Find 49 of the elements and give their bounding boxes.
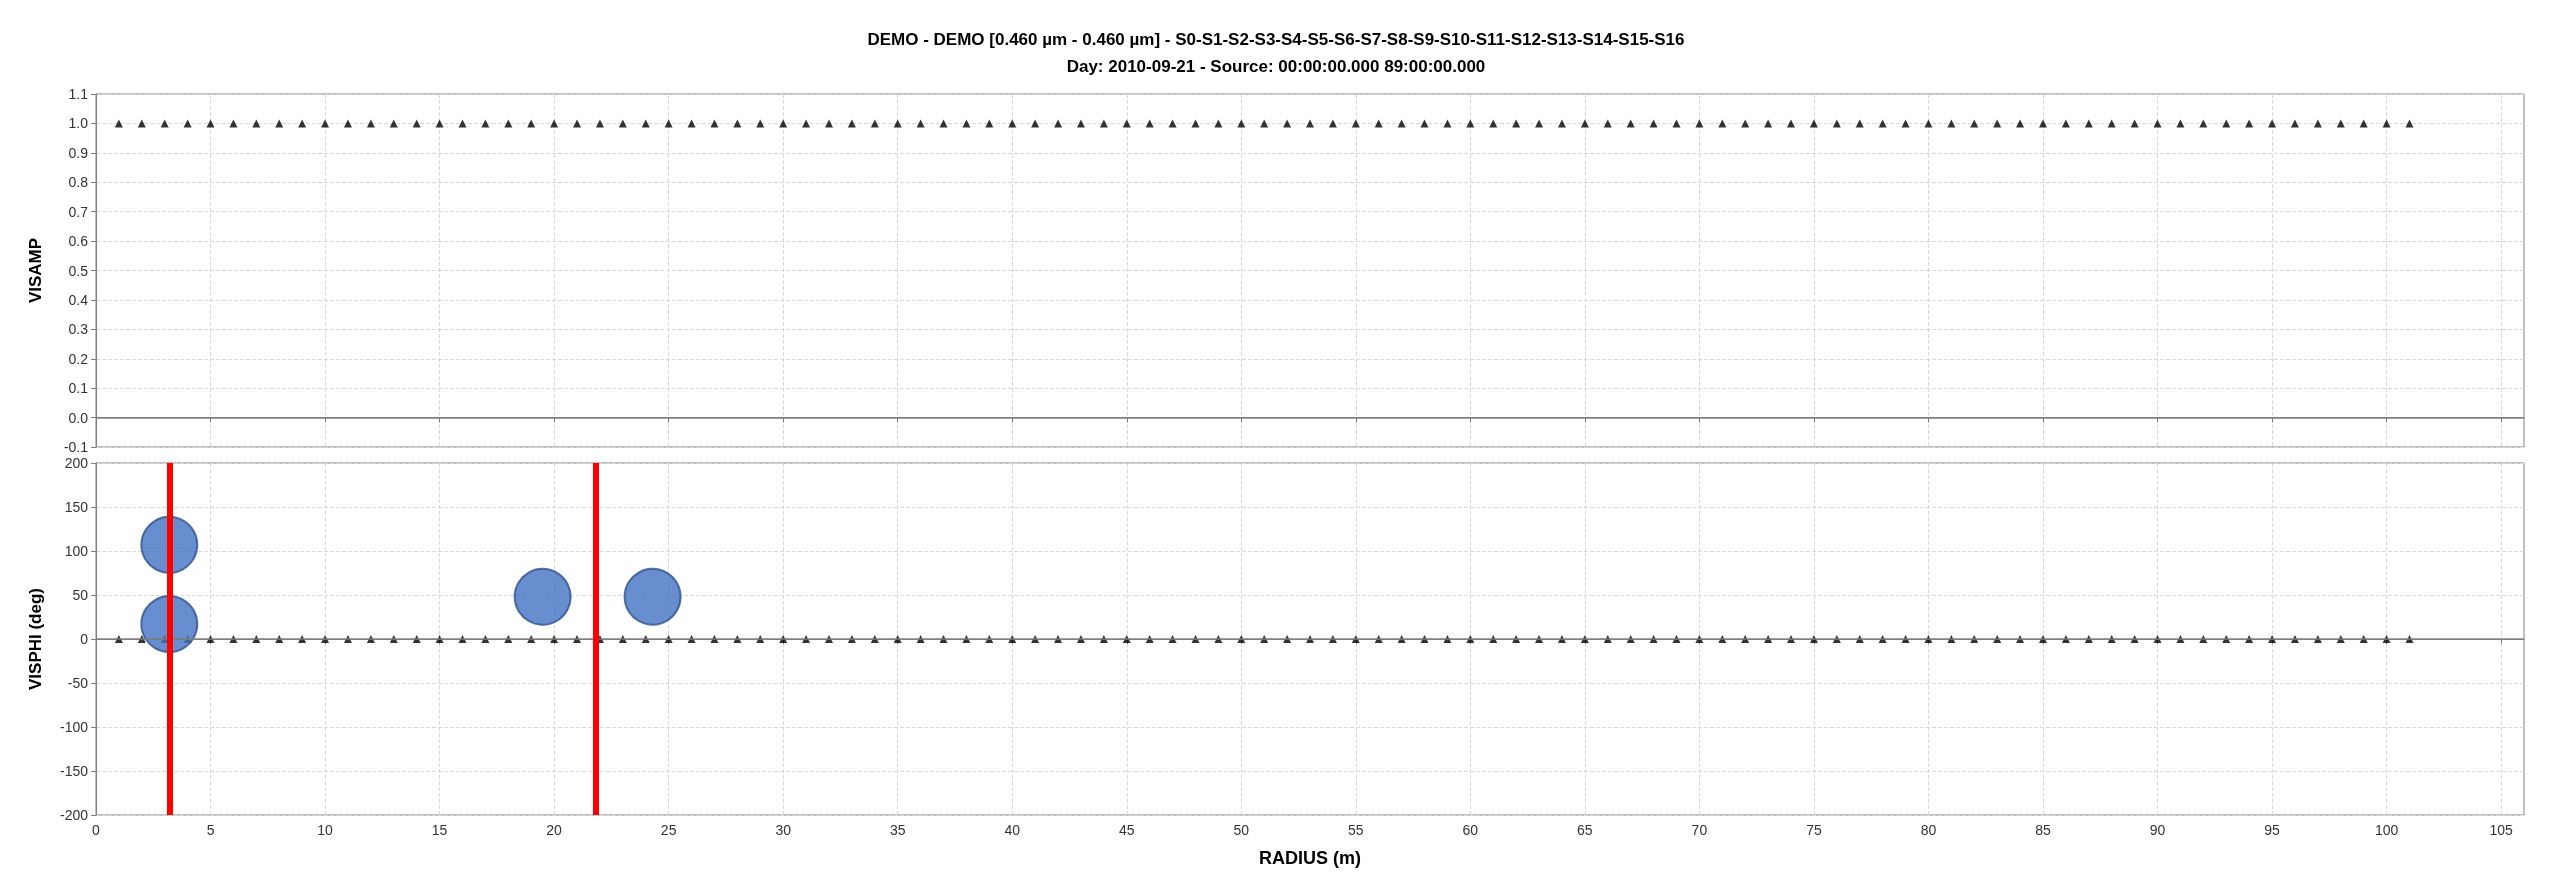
x-tick-label: 40: [1004, 822, 1021, 838]
y-tick-label: 1.1: [68, 86, 89, 102]
y-tick-label: 0.3: [68, 321, 89, 338]
x-tick-label: 50: [1233, 822, 1250, 838]
y-tick-label: 0.7: [68, 203, 89, 220]
chart-subtitle: Day: 2010-09-21 - Source: 00:00:00.000 89:00:00.000: [1066, 57, 1486, 76]
x-tick-label: 70: [1691, 822, 1708, 838]
y-tick-label: 0.6: [68, 233, 89, 250]
y-tick-label: -150: [59, 763, 89, 779]
x-tick-label: 90: [2149, 822, 2166, 838]
chart-title: DEMO - DEMO [0.460 µm - 0.460 µm] - S0-S1-S2-S3-S4-S5-S6-S7-S8-S9-S10-S11-S12-S13-S14-S15-S16: [867, 30, 1685, 49]
y-tick-label: 0.0: [68, 409, 89, 426]
x-tick-label: 105: [2489, 822, 2513, 838]
y-tick-label: 0.2: [68, 350, 89, 367]
x-tick-label: 80: [1920, 822, 1937, 838]
x-tick-label: 95: [2264, 822, 2281, 838]
x-tick-label: 65: [1577, 822, 1593, 838]
y-tick-label: 100: [64, 543, 89, 559]
y-tick-label: 0.5: [68, 262, 89, 279]
y-tick-label: 1.0: [68, 115, 89, 132]
x-tick-label: 45: [1118, 822, 1135, 838]
y-tick-label: -0.1: [63, 439, 89, 455]
x-tick-label: 20: [546, 822, 563, 838]
x-tick-label: 0: [92, 822, 101, 838]
y-tick-label: 0.1: [68, 380, 89, 397]
y-tick-label: -200: [59, 807, 89, 823]
y-tick-label: -50: [67, 675, 89, 691]
y-tick-label: 0: [80, 631, 89, 647]
x-tick-label: 5: [206, 822, 215, 838]
x-tick-label: 35: [889, 822, 906, 838]
y-tick-label: 50: [72, 587, 89, 603]
x-axis-title: RADIUS (m): [1259, 848, 1361, 868]
x-tick-label: 100: [2374, 822, 2399, 838]
x-tick-label: 10: [317, 822, 334, 838]
y-tick-label: 0.9: [68, 144, 89, 161]
x-tick-label: 25: [660, 822, 677, 838]
x-tick-label: 60: [1462, 822, 1479, 838]
y-tick-label: 200: [64, 455, 89, 471]
x-tick-label: 85: [2035, 822, 2051, 838]
y-tick-label: 150: [64, 499, 89, 515]
y-tick-label: -100: [59, 719, 89, 735]
x-tick-label: 30: [775, 822, 792, 838]
y-axis-title: VISAMP: [26, 237, 45, 304]
x-tick-label: 55: [1348, 822, 1364, 838]
y-tick-label: 0.4: [68, 291, 89, 308]
x-tick-label: 75: [1806, 822, 1822, 838]
x-tick-label: 15: [431, 822, 448, 838]
y-axis-title: VISPHI (deg): [26, 587, 45, 691]
y-tick-label: 0.8: [68, 174, 89, 191]
